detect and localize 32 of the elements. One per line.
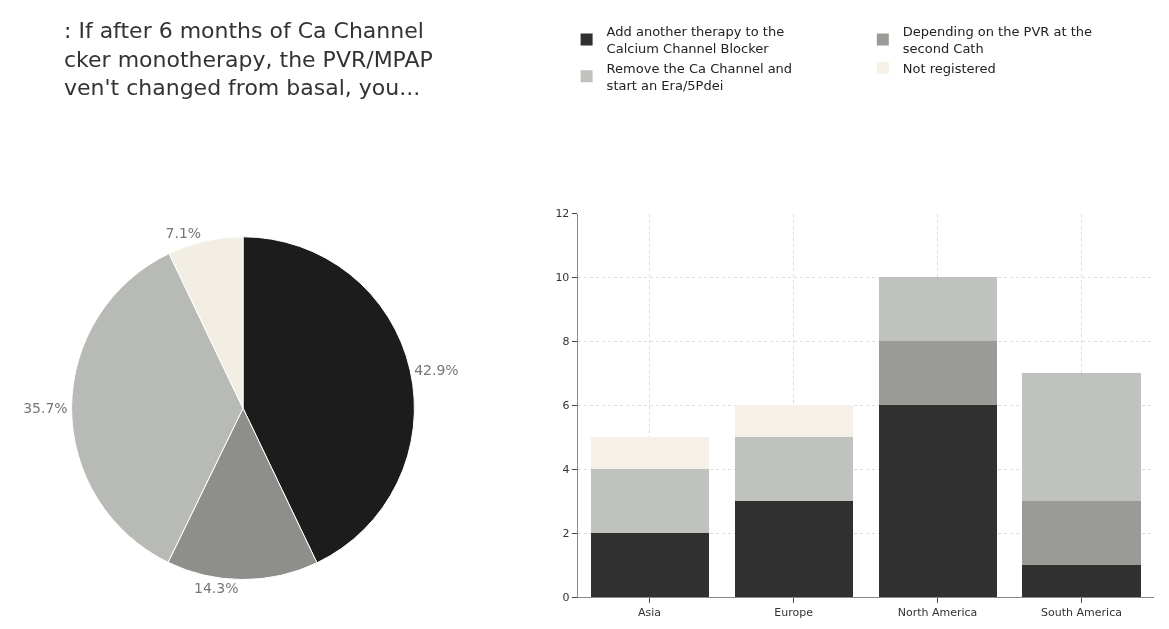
bar [734,437,853,502]
bar [878,341,997,406]
data-label: 14.3% [193,579,239,596]
bar [590,533,709,597]
y-tick-label: 12 [555,207,570,221]
legend-label: Remove the Ca Channel and start an Era/5Pdei [606,60,793,93]
x-tick-label: Europe [774,606,814,620]
y-tick-label: 2 [562,526,570,540]
bar [878,277,997,342]
bar [590,469,709,534]
legend-label: Add another therapy to the Calcium Channel Blocker [606,24,785,56]
bar [1022,373,1141,502]
x-tick-label: Asia [638,606,662,620]
data-label: 7.1% [165,225,202,242]
y-tick-label: 10 [555,271,570,285]
y-tick-label: 4 [562,463,570,477]
bar [590,437,709,470]
bar [878,405,997,597]
bar [1022,565,1141,597]
bar [734,501,853,597]
x-tick-label: South America [1041,606,1122,620]
legend-label: Not registered [902,60,996,76]
y-tick-label: 6 [562,399,570,413]
data-label: 42.9% [414,361,459,378]
y-tick-label: 0 [562,590,570,604]
bar [1022,501,1141,566]
legend-label: Depending on the PVR at the second Cath [902,24,1093,56]
y-tick-label: 8 [562,335,570,349]
bar [734,405,853,438]
chart-title: : If after 6 months of Ca Channel cker monotherapy, the PVR/MPAP ven't changed from basal, you... [64,18,433,101]
data-label: 35.7% [23,399,68,416]
x-tick-label: North America [897,606,978,620]
